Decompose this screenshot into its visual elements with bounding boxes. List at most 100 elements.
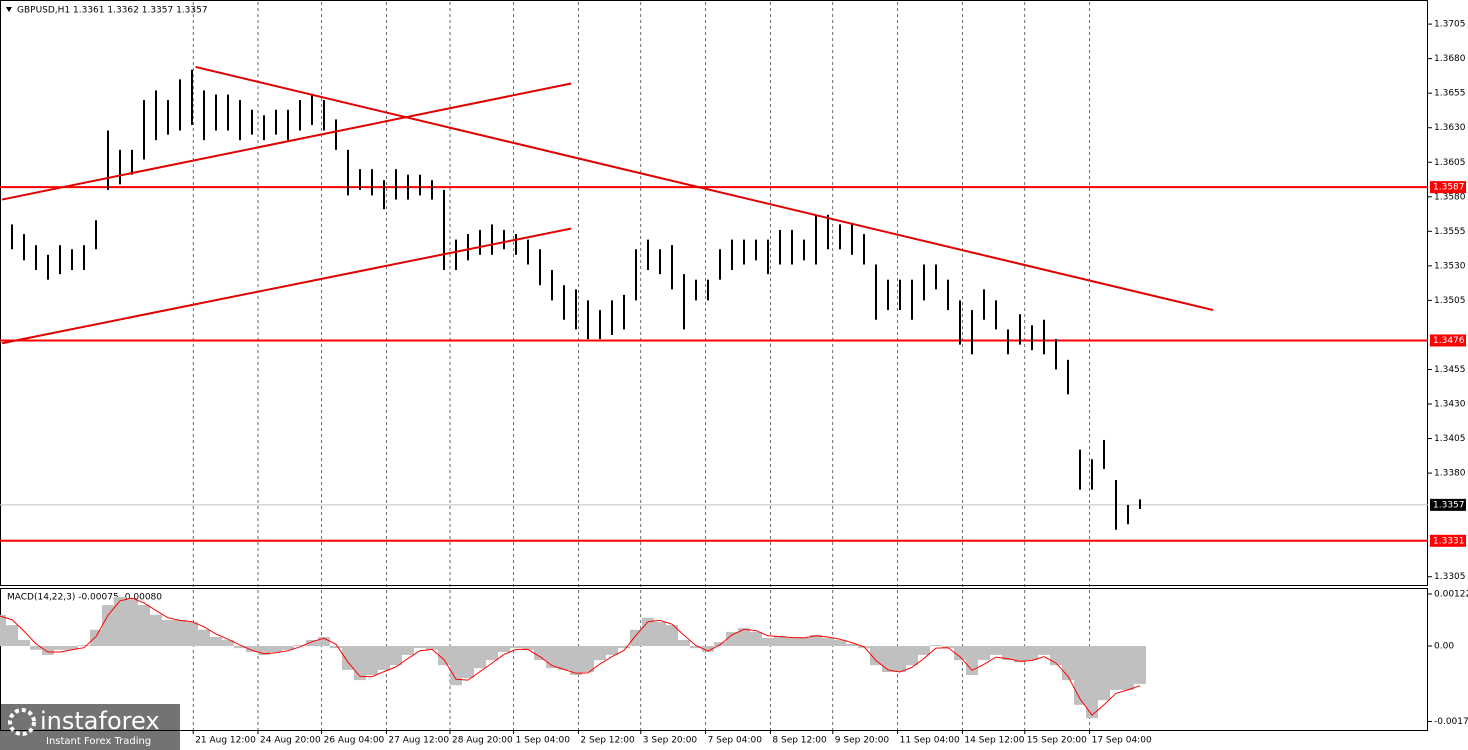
macd-bar — [810, 634, 822, 646]
macd-bar — [558, 645, 570, 670]
macd-bar — [654, 622, 666, 646]
current-price-box — [1430, 498, 1466, 511]
macd-bar — [678, 640, 690, 646]
macd-bar — [330, 645, 342, 649]
trend-line — [1, 82, 572, 201]
menu-arrow — [6, 7, 12, 12]
y-tick-label: 1.3505 — [1434, 296, 1466, 306]
macd-bar — [78, 645, 90, 646]
x-tick-label: 24 Aug 20:00 — [260, 736, 321, 746]
macd-bar — [870, 645, 882, 666]
signal-line — [0, 597, 1141, 716]
x-tick-label: 9 Sep 20:00 — [835, 736, 890, 746]
macd-bar — [726, 631, 738, 646]
watermark-tagline: Instant Forex Trading — [46, 736, 151, 747]
x-tick-label: 8 Sep 12:00 — [772, 736, 827, 746]
macd-bar — [990, 645, 1002, 655]
macd-bar — [402, 645, 414, 655]
indicator-title: MACD(14,22,3) -0.00075 -0.00080 — [7, 593, 162, 603]
macd-bar — [702, 645, 714, 652]
macd-bar — [246, 645, 258, 652]
macd-bar — [486, 645, 498, 661]
x-tick-label: 28 Aug 20:00 — [452, 736, 513, 746]
macd-bar — [510, 645, 522, 649]
macd-bar — [474, 645, 486, 669]
macd-bar — [282, 645, 294, 650]
macd-bar — [174, 619, 186, 646]
macd-bar — [354, 645, 366, 681]
macd-bar — [114, 596, 126, 646]
macd-bar — [42, 645, 54, 655]
macd-bar — [582, 645, 594, 673]
level-box — [1430, 181, 1466, 194]
y-tick-label: 1.3455 — [1434, 365, 1466, 375]
macd-bar — [786, 637, 798, 646]
macd-bar — [798, 637, 810, 646]
macd-bar — [1098, 645, 1110, 701]
macd-pane — [0, 588, 1428, 731]
macd-bar — [126, 599, 138, 646]
y-tick-label: -0.00177 — [1434, 717, 1468, 727]
macd-bar — [390, 645, 402, 666]
current-price-label: 1.3357 — [1433, 500, 1465, 510]
macd-bar — [6, 625, 18, 646]
macd-bar — [30, 645, 42, 650]
macd-bar — [270, 645, 282, 652]
macd-bar — [306, 640, 318, 646]
y-tick-label: 1.3305 — [1434, 572, 1466, 582]
macd-bar — [978, 645, 990, 661]
macd-bar — [762, 637, 774, 646]
x-tick-label: 17 Sep 04:00 — [1092, 736, 1152, 746]
macd-bar — [666, 625, 678, 646]
macd-bar — [918, 645, 930, 655]
macd-bar — [342, 645, 354, 670]
x-tick-label: 14 Sep 12:00 — [964, 736, 1024, 746]
macd-bar — [894, 645, 906, 673]
watermark: instaforex Instant Forex Trading — [0, 704, 180, 750]
macd-bar — [822, 637, 834, 646]
chart-title: GBPUSD,H1 1.3361 1.3362 1.3357 1.3357 — [17, 6, 208, 16]
x-tick-label: 7 Sep 04:00 — [708, 736, 763, 746]
macd-bar — [1074, 645, 1086, 705]
macd-bar — [534, 645, 546, 661]
macd-bar — [462, 645, 474, 678]
macd-bar — [0, 614, 6, 646]
macd-bar — [882, 645, 894, 673]
macd-bar — [150, 614, 162, 646]
macd-bar — [1122, 645, 1134, 690]
price-pane — [0, 0, 1428, 586]
macd-bar — [930, 645, 942, 646]
macd-bar — [1110, 645, 1122, 690]
macd-bar — [1134, 645, 1146, 684]
macd-bar — [294, 645, 306, 646]
x-tick-label: 11 Sep 04:00 — [900, 736, 960, 746]
x-tick-label: 27 Aug 12:00 — [388, 736, 449, 746]
macd-bar — [90, 629, 102, 646]
y-tick-label: 1.3380 — [1434, 469, 1466, 479]
macd-bar — [186, 622, 198, 646]
x-tick-label: 15 Sep 20:00 — [1027, 736, 1087, 746]
macd-bar — [210, 637, 222, 646]
y-tick-label: 0.00 — [1434, 641, 1454, 651]
macd-bar — [102, 605, 114, 646]
x-tick-label: 21 Aug 12:00 — [195, 736, 256, 746]
macd-bar — [1050, 645, 1062, 666]
trend-line — [195, 65, 1214, 312]
macd-bar — [1014, 645, 1026, 663]
watermark-brand: instaforex — [40, 707, 160, 735]
macd-bar — [606, 645, 618, 655]
x-tick-label: 3 Sep 20:00 — [643, 736, 698, 746]
macd-bar — [630, 629, 642, 646]
macd-bar — [906, 645, 918, 666]
macd-bar — [366, 645, 378, 675]
macd-bar — [594, 645, 606, 661]
macd-bar — [750, 631, 762, 646]
y-tick-label: 1.3580 — [1434, 192, 1466, 202]
macd-bar — [942, 645, 954, 649]
y-tick-label: 1.3555 — [1434, 227, 1466, 237]
level-box — [1430, 334, 1466, 347]
macd-bar — [618, 645, 630, 649]
macd-bar — [966, 645, 978, 675]
